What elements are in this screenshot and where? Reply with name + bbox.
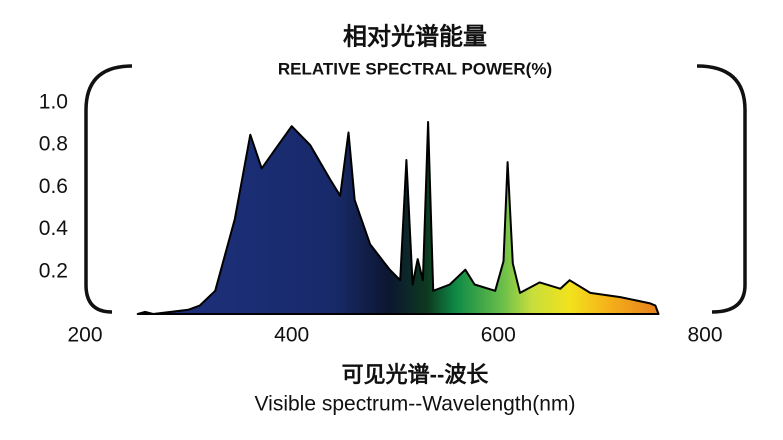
x-axis-subtitle: Visible spectrum--Wavelength(nm) [255, 393, 576, 416]
frame-right [696, 64, 747, 314]
chart-title: 相对光谱能量 [343, 22, 487, 50]
y-tick-label: 0.4 [39, 217, 69, 240]
x-tick-label: 600 [481, 324, 516, 347]
x-tick-label: 800 [687, 324, 722, 347]
frame-left [84, 64, 133, 314]
chart-subtitle: RELATIVE SPECTRAL POWER(%) [278, 59, 552, 78]
spectrum-area [136, 121, 660, 315]
x-tick-label: 200 [67, 324, 102, 347]
y-tick-label: 0.8 [39, 133, 68, 156]
x-axis-title: 可见光谱--波长 [342, 362, 490, 387]
y-tick-label: 1.0 [39, 91, 68, 114]
y-tick-label: 0.2 [39, 259, 68, 282]
y-tick-label: 0.6 [39, 175, 68, 198]
x-tick-label: 400 [274, 324, 309, 347]
